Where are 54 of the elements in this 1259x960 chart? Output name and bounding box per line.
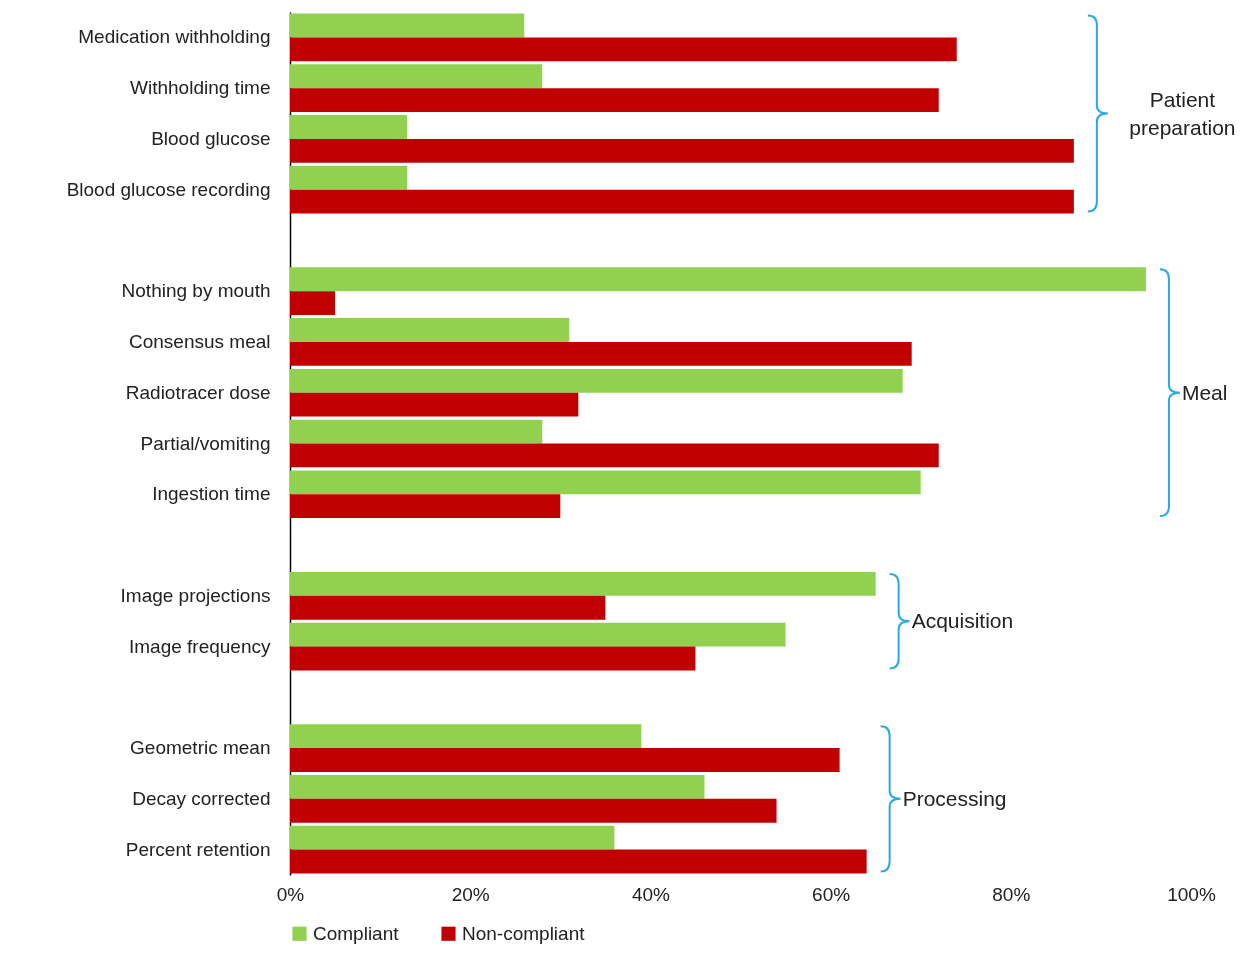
bar [290,622,786,647]
bar [290,13,525,38]
bar [290,798,777,823]
bar [290,443,939,468]
bar [290,646,696,671]
x-tick-label: 20% [451,883,490,905]
y-tick-label: Blood glucose [151,127,271,149]
bar [290,267,1146,292]
x-tick-label: 80% [992,883,1031,905]
bar [290,494,561,519]
bar [290,419,543,444]
legend-label: Compliant [313,922,400,944]
bar [290,825,615,850]
y-tick-label: Geometric mean [130,737,271,759]
y-tick-label: Medication withholding [78,26,271,48]
bar [290,291,336,316]
bar [290,165,408,190]
y-tick-label: Percent retention [125,838,271,860]
bar [290,774,705,799]
y-tick-label: Blood glucose recording [66,178,271,200]
bar [290,189,1074,214]
bar [290,88,939,113]
bar [290,724,642,749]
y-tick-label: Radiotracer dose [125,381,271,403]
annotation: Meal [1181,379,1228,406]
bar [290,115,408,139]
annotation: Patient preparation [1128,86,1237,141]
bar [290,37,957,62]
annotation: Processing [902,785,1007,812]
y-tick-label: Consensus meal [128,330,271,352]
bar [290,341,912,366]
y-tick-label: Image frequency [128,635,271,657]
y-tick-label: Nothing by mouth [121,280,271,302]
annotation: Acquisition [911,608,1014,635]
y-tick-label: Partial/vomiting [140,432,271,454]
bar [290,318,570,342]
bar [290,849,867,874]
bar [290,571,876,596]
legend-label: Non-compliant [462,922,586,944]
bar [290,64,543,89]
x-tick-label: 60% [812,883,851,905]
bar [290,470,921,495]
bar [290,368,903,393]
bar [290,138,1074,163]
x-tick-label: 40% [631,883,671,905]
bar [290,748,840,772]
bar [290,392,579,417]
y-tick-label: Decay corrected [132,787,271,809]
x-tick-label: 100% [1167,883,1216,905]
y-tick-label: Image projections [120,584,271,606]
y-tick-label: Withholding time [130,77,271,99]
x-tick-label: 0% [276,883,305,905]
bar [290,595,606,620]
y-tick-label: Ingestion time [152,483,271,505]
